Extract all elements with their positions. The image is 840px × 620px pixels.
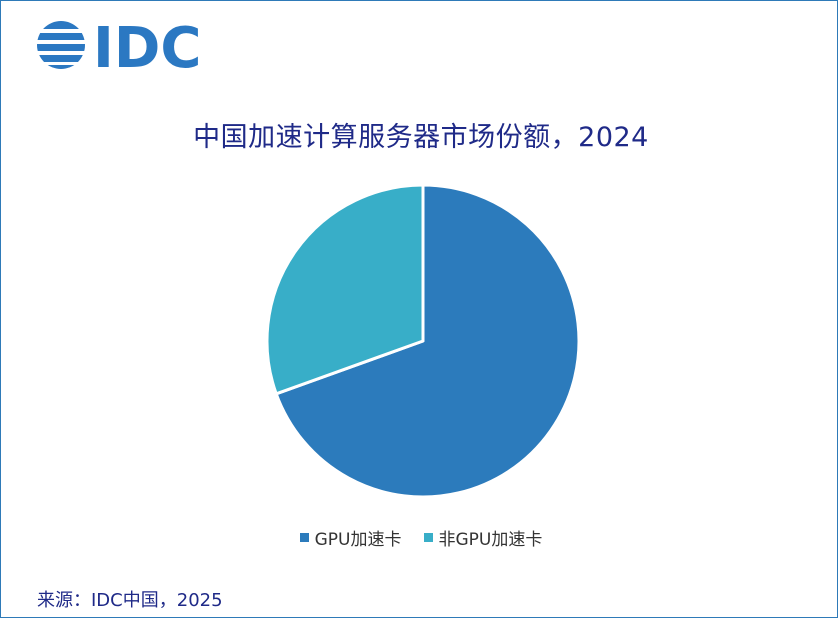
idc-logo: IDC [35, 16, 201, 75]
legend-label-non-gpu: 非GPU加速卡 [438, 530, 543, 550]
pie-chart [265, 183, 581, 499]
legend-swatch-gpu [299, 533, 309, 542]
chart-legend: GPU加速卡 非GPU加速卡 [1, 525, 840, 550]
legend-item-non-gpu: 非GPU加速卡 [423, 525, 543, 550]
legend-swatch-non-gpu [423, 533, 433, 542]
chart-title: 中国加速计算服务器市场份额，2024 [193, 122, 649, 153]
source-note: 来源：IDC中国，2025 [37, 590, 223, 611]
pie-slice-0 [274, 183, 581, 499]
legend-item-gpu: GPU加速卡 [299, 525, 402, 550]
idc-logo-globe-icon [35, 21, 89, 69]
pie-slice-1 [265, 183, 425, 396]
idc-logo-text: IDC [93, 16, 201, 75]
legend-label-gpu: GPU加速卡 [314, 530, 402, 550]
